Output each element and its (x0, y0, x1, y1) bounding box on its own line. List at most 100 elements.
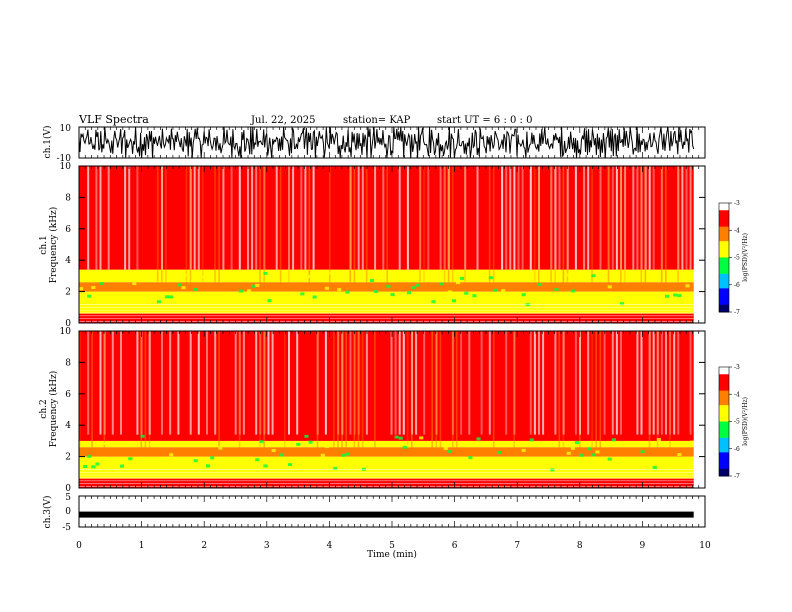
colorbar-swatch (719, 386, 729, 390)
spectrogram-speckle (177, 283, 182, 287)
spectrogram-speckle (91, 286, 96, 289)
spectrogram-streak (599, 331, 602, 449)
spectrogram-speckle (587, 447, 592, 451)
spectrogram-speckle (451, 299, 456, 303)
xtick-label: 5 (389, 541, 395, 551)
spectrogram-streak (554, 166, 557, 270)
spectrogram-streak (415, 331, 418, 435)
spectrogram-streak (99, 331, 102, 435)
spectrogram-speckle (218, 446, 223, 450)
colorbar-swatch (719, 401, 729, 404)
colorbar-ch1: -3 -4 -5 -6 -7 log(PSD)(V²/Hz) (718, 200, 749, 316)
spectrogram-streak (382, 166, 385, 270)
spectrogram-streak (218, 166, 220, 284)
colorbar-swatch (719, 416, 729, 419)
colorbar-swatch (719, 217, 729, 220)
spectrogram-streak (99, 166, 102, 270)
spectrogram-streak (238, 166, 241, 270)
ch3-ytick-mid: 0 (65, 507, 71, 517)
spectrogram-streak (398, 166, 401, 270)
spectrogram-streak (292, 166, 295, 270)
spectrogram-speckle (320, 453, 325, 457)
colorbar-swatch (719, 281, 729, 284)
spectrogram-speckle (636, 299, 641, 303)
spectrogram-streak (636, 166, 639, 270)
spectrogram-streak (615, 166, 618, 270)
spectrogram-streak (689, 331, 692, 435)
spectrogram-speckle (406, 291, 411, 295)
spectrogram-speckle (296, 300, 301, 304)
spectrogram-streak (337, 331, 339, 449)
spectrogram-streak (349, 166, 352, 284)
colorbar-swatch (719, 437, 729, 441)
spectrogram-speckle (103, 292, 108, 296)
xtick-label: 7 (514, 541, 520, 551)
spectrogram-streak (140, 331, 143, 449)
spectrogram-streak (275, 166, 278, 270)
colorbar-swatch (719, 208, 729, 211)
spectrogram-streak (587, 331, 590, 435)
spectrogram-streak (288, 166, 290, 270)
colorbar-tick-label: -6 (734, 446, 740, 453)
spectrogram-streak (267, 331, 270, 435)
colorbar-swatch (719, 465, 729, 468)
spectrogram-streak (386, 166, 388, 284)
spectrogram-streak (201, 166, 204, 284)
spectrogram-streak (263, 166, 266, 270)
spectrogram-speckle (468, 456, 473, 460)
spectrogram-streak (620, 331, 622, 435)
spectrogram-streak (451, 331, 454, 435)
ch1-spectrogram-heatmap (79, 166, 705, 323)
colorbar-tick-label: -4 (734, 391, 740, 398)
colorbar-swatch (719, 374, 729, 377)
colorbar-swatch (719, 224, 729, 228)
spectrogram-speckle (677, 294, 682, 298)
colorbar-swatch (719, 290, 729, 293)
spectrogram-streak (406, 331, 409, 449)
colorbar-swatch (719, 308, 729, 311)
colorbar-swatch (719, 237, 729, 240)
spectrogram-streak (652, 166, 655, 270)
colorbar-swatch (719, 241, 729, 244)
spectrogram-speckle (566, 273, 571, 277)
colorbar-swatch (719, 302, 729, 306)
spectrogram-streak (423, 331, 426, 435)
spectrogram-speckle (431, 300, 436, 304)
spectrogram-speckle (685, 284, 690, 288)
spectrogram-streak (156, 166, 159, 284)
xtick-label: 3 (264, 541, 270, 551)
spectrogram-streak (222, 166, 225, 270)
spectrogram-speckle (415, 283, 420, 287)
colorbar-swatch (719, 233, 729, 237)
spectrogram-speckle (201, 275, 206, 279)
colorbar-swatch (719, 250, 729, 253)
spectrogram-streak (214, 166, 216, 284)
spectrogram-streak (263, 166, 265, 284)
spectrogram-streak (656, 331, 659, 435)
colorbar-swatch (719, 277, 729, 280)
spectrogram-streak (513, 331, 516, 435)
colorbar-swatch (719, 261, 729, 264)
colorbar-tick-label: -6 (734, 282, 740, 289)
spectrogram-speckle (521, 448, 526, 452)
spectrogram-speckle (120, 301, 125, 305)
spectrogram-streak (87, 331, 90, 435)
spectrogram-speckle (218, 303, 223, 307)
spectrogram-speckle (591, 274, 596, 278)
station-label: station= KAP (343, 115, 411, 126)
spectrogram-speckle (447, 290, 452, 294)
spectrogram-streak (677, 166, 679, 284)
spectrogram-streak (255, 331, 258, 435)
spectrogram-streak (529, 331, 532, 435)
spectrogram-speckle (447, 450, 452, 453)
spectrogram-streak (374, 166, 377, 270)
ch1-waveform-ylabel: ch.1(V) (42, 126, 53, 159)
colorbar-swatch (719, 370, 729, 373)
spectrogram-band (79, 440, 694, 448)
spectrogram-speckle (267, 299, 272, 303)
spectrogram-streak (341, 331, 343, 449)
spectrogram-streak (247, 166, 249, 270)
spectrogram-speckle (255, 458, 260, 462)
spectrogram-streak (136, 331, 139, 435)
colorbar-swatch (719, 441, 729, 444)
